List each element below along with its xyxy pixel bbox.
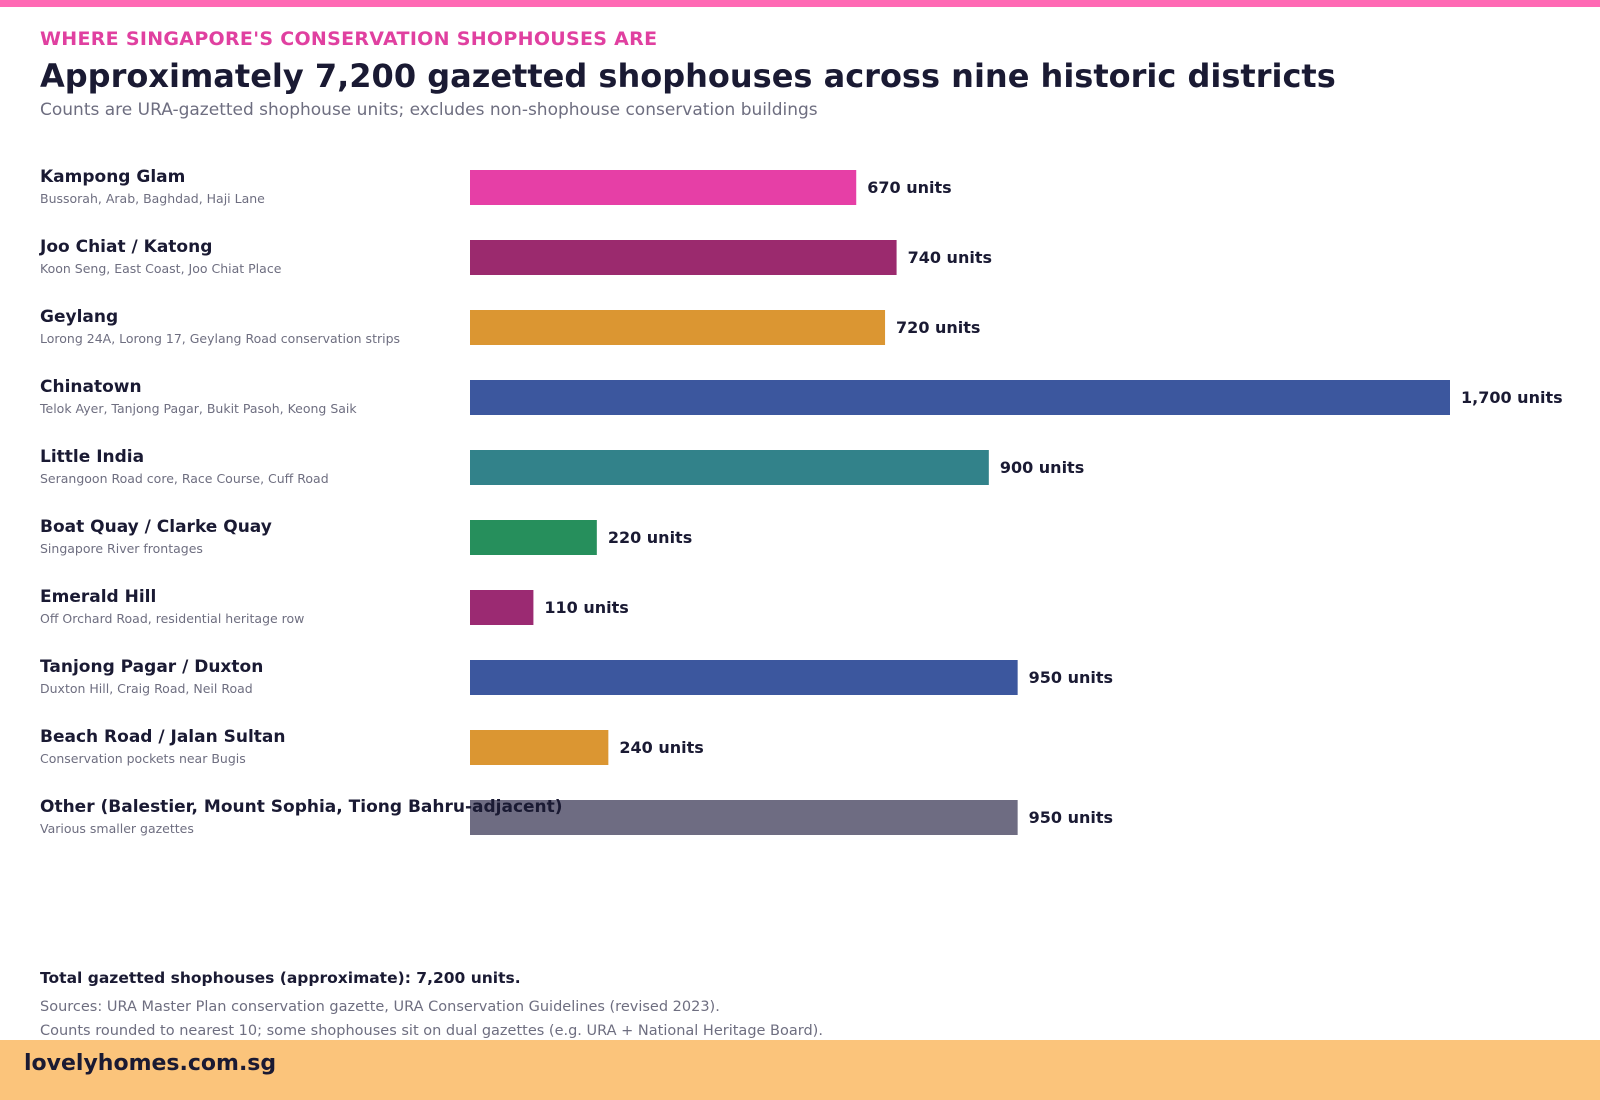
category-sublabel-6: Off Orchard Road, residential heritage r… [40, 611, 304, 626]
value-label-0: 670 units [867, 178, 951, 197]
category-sublabel-7: Duxton Hill, Craig Road, Neil Road [40, 681, 253, 696]
value-label-4: 900 units [1000, 458, 1084, 477]
value-label-5: 220 units [608, 528, 692, 547]
total-note: Total gazetted shophouses (approximate):… [40, 969, 521, 987]
category-label-4: Little India [40, 447, 144, 467]
value-label-2: 720 units [896, 318, 980, 337]
bar-0 [470, 170, 857, 205]
category-sublabel-8: Conservation pockets near Bugis [40, 751, 246, 766]
brand-link[interactable]: lovelyhomes.com.sg [24, 1051, 277, 1076]
chart-eyebrow: WHERE SINGAPORE'S CONSERVATION SHOPHOUSE… [40, 28, 658, 50]
category-label-8: Beach Road / Jalan Sultan [40, 727, 286, 747]
value-label-7: 950 units [1029, 668, 1113, 687]
category-label-2: Geylang [40, 307, 118, 327]
bar-8 [470, 730, 609, 765]
bar-2 [470, 310, 886, 345]
bar-9 [470, 800, 1018, 835]
category-sublabel-4: Serangoon Road core, Race Course, Cuff R… [40, 471, 329, 486]
bar-6 [470, 590, 534, 625]
bar-7 [470, 660, 1018, 695]
bar-1 [470, 240, 897, 275]
bar-3 [470, 380, 1450, 415]
category-label-5: Boat Quay / Clarke Quay [40, 517, 272, 537]
footer-band [0, 1040, 1600, 1100]
value-label-8: 240 units [619, 738, 703, 757]
value-label-3: 1,700 units [1461, 388, 1563, 407]
category-sublabel-2: Lorong 24A, Lorong 17, Geylang Road cons… [40, 331, 400, 346]
category-label-0: Kampong Glam [40, 167, 185, 187]
category-sublabel-0: Bussorah, Arab, Baghdad, Haji Lane [40, 191, 265, 206]
category-label-7: Tanjong Pagar / Duxton [40, 657, 263, 677]
category-label-9: Other (Balestier, Mount Sophia, Tiong Ba… [40, 797, 563, 817]
value-label-9: 950 units [1029, 808, 1113, 827]
value-label-6: 110 units [544, 598, 628, 617]
category-sublabel-1: Koon Seng, East Coast, Joo Chiat Place [40, 261, 282, 276]
category-label-3: Chinatown [40, 377, 142, 397]
source-note-2: Counts rounded to nearest 10; some shoph… [40, 1023, 823, 1039]
chart-title: Approximately 7,200 gazetted shophouses … [40, 57, 1336, 95]
category-sublabel-3: Telok Ayer, Tanjong Pagar, Bukit Pasoh, … [39, 401, 357, 416]
chart-subtitle: Counts are URA-gazetted shophouse units;… [40, 100, 818, 120]
category-sublabel-5: Singapore River frontages [40, 541, 203, 556]
top-accent-bar [0, 0, 1600, 7]
bar-5 [470, 520, 597, 555]
category-label-1: Joo Chiat / Katong [39, 237, 212, 257]
bar-chart: Kampong Glam Bussorah, Arab, Baghdad, Haj… [0, 150, 1600, 870]
category-label-6: Emerald Hill [40, 587, 156, 607]
category-sublabel-9: Various smaller gazettes [40, 821, 194, 836]
value-label-1: 740 units [908, 248, 992, 267]
bar-4 [470, 450, 989, 485]
bar-chart-svg: Kampong Glam Bussorah, Arab, Baghdad, Haj… [39, 167, 1563, 836]
source-note-1: Sources: URA Master Plan conservation ga… [40, 999, 720, 1015]
